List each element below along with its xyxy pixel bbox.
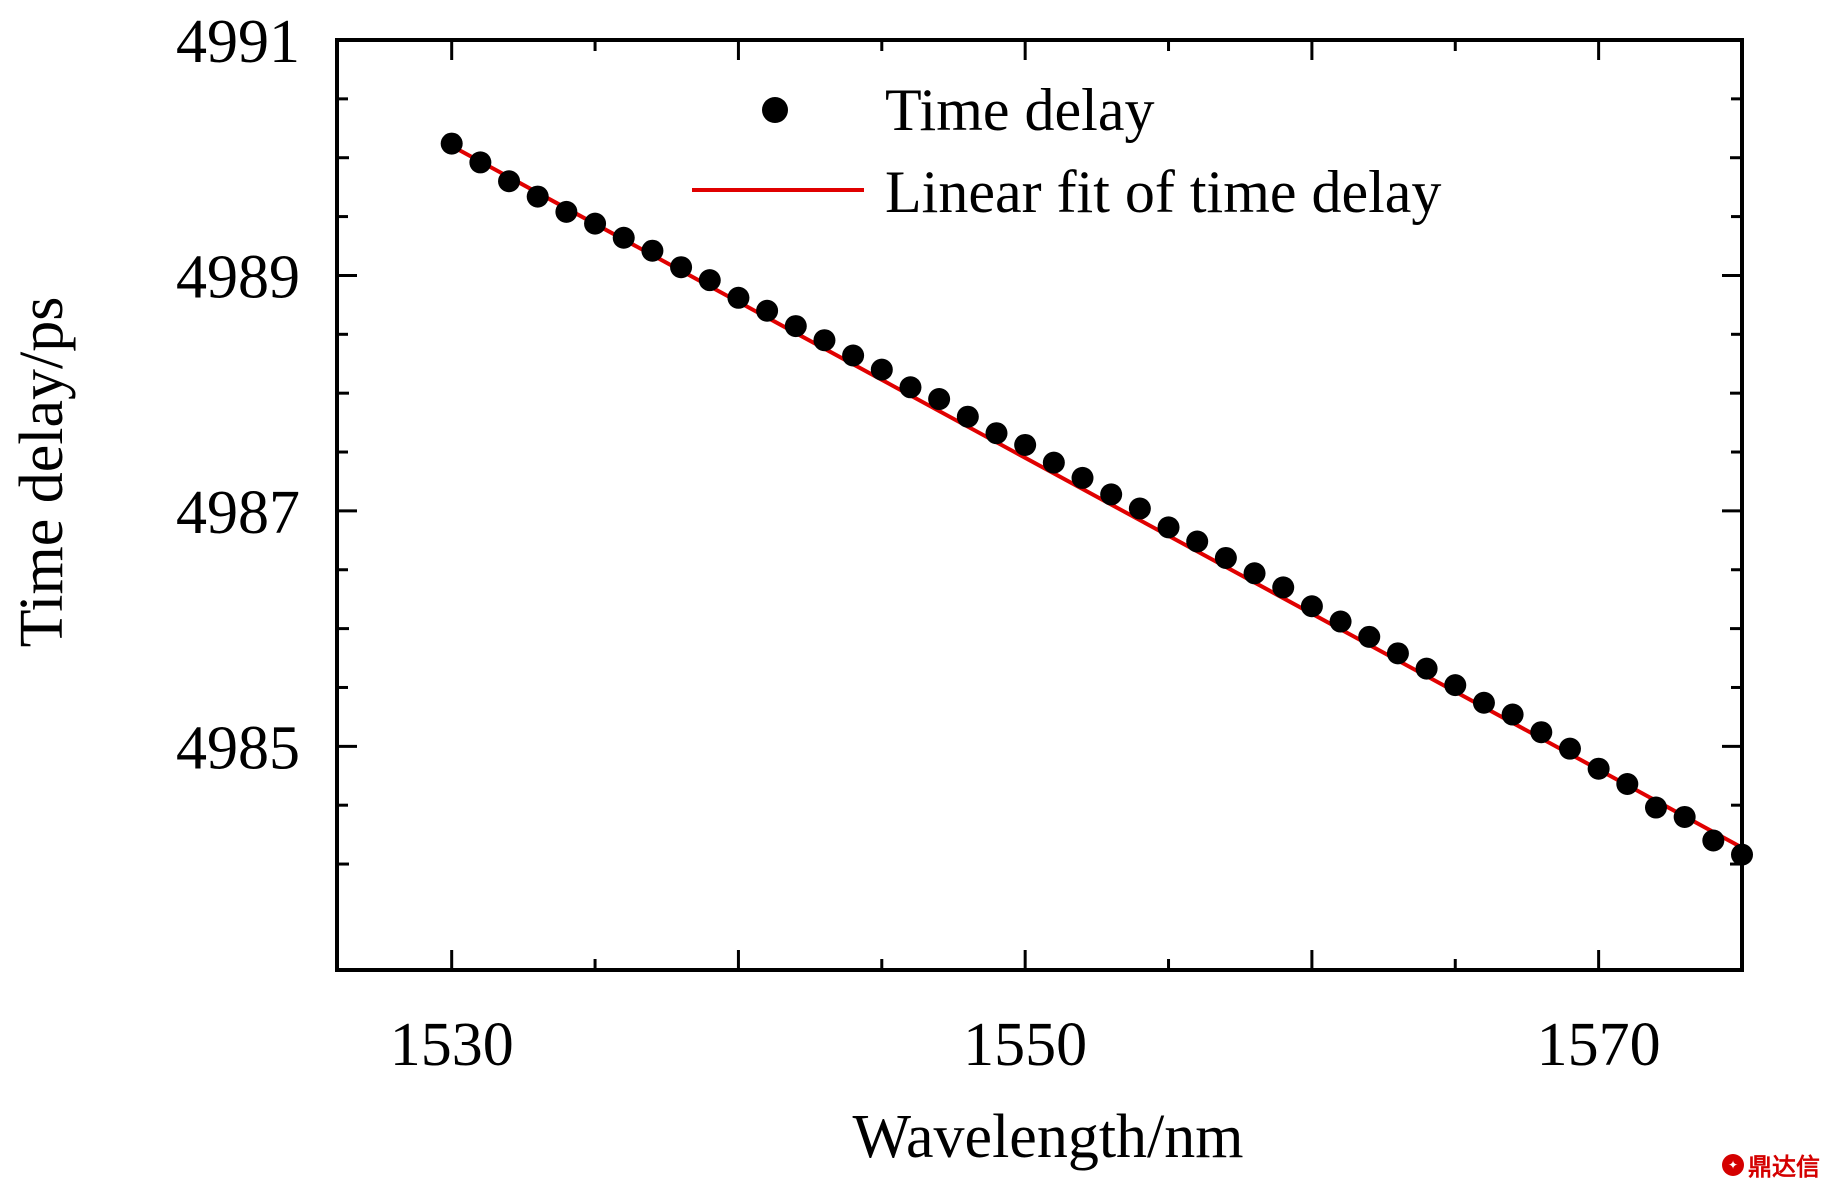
y-tick-label: 4985: [176, 714, 300, 782]
data-point: [584, 212, 607, 235]
data-point: [1358, 625, 1381, 648]
data-point: [1214, 546, 1237, 569]
legend: Time delay Linear fit of time delay: [692, 77, 1441, 225]
data-point: [1329, 610, 1352, 633]
data-point: [1731, 843, 1753, 866]
data-point: [440, 132, 463, 155]
x-tick-label: 1530: [390, 1011, 514, 1079]
data-point: [813, 329, 836, 352]
data-point: [870, 358, 893, 381]
data-point: [1616, 773, 1639, 795]
seal-icon: ✦: [1722, 1153, 1744, 1176]
data-point: [1157, 516, 1180, 539]
data-point: [756, 299, 779, 322]
legend-label-time-delay: Time delay: [885, 77, 1154, 143]
data-point: [1673, 805, 1696, 828]
plot-frame: [335, 38, 1744, 972]
data-point: [899, 376, 922, 399]
data-point: [1243, 562, 1266, 585]
y-tick-label: 4991: [176, 8, 300, 76]
data-point: [1100, 483, 1123, 506]
data-point: [1501, 703, 1524, 726]
data-point: [1300, 595, 1323, 618]
points-layer: [440, 132, 1753, 866]
data-point: [555, 200, 578, 223]
fit-line: [450, 144, 1743, 850]
data-point: [498, 170, 521, 193]
data-point: [1071, 466, 1094, 489]
y-axis-title: Time delay/ps: [8, 297, 76, 648]
data-point: [1558, 737, 1581, 760]
data-point: [526, 185, 549, 208]
x-tick-label: 1550: [963, 1011, 1087, 1079]
data-point: [1587, 757, 1610, 780]
data-point: [1444, 674, 1467, 697]
data-point: [1186, 530, 1209, 553]
data-point: [670, 256, 693, 279]
data-point: [1472, 691, 1495, 714]
data-point: [1042, 451, 1065, 474]
data-point: [956, 405, 979, 428]
data-point: [612, 226, 635, 249]
data-point: [1644, 796, 1667, 819]
y-tick-label: 4989: [176, 243, 300, 311]
data-point: [985, 422, 1008, 445]
data-point: [1386, 642, 1409, 665]
data-point: [1415, 657, 1438, 680]
legend-marker-time-delay: [762, 97, 788, 123]
data-point: [1702, 829, 1725, 852]
data-point: [727, 286, 750, 309]
data-point: [641, 239, 664, 262]
data-point: [842, 344, 865, 367]
data-point: [1128, 497, 1151, 520]
data-point: [469, 151, 492, 174]
data-point: [928, 388, 951, 411]
data-point: [698, 269, 721, 292]
fit-layer: [450, 144, 1743, 850]
y-tick-label: 4987: [176, 479, 300, 547]
data-point: [784, 315, 807, 338]
watermark-text: 鼎达信: [1748, 1153, 1820, 1181]
data-point: [1530, 721, 1553, 744]
x-tick-label: 1570: [1537, 1011, 1661, 1079]
legend-label-linear-fit: Linear fit of time delay: [885, 159, 1441, 225]
data-point: [1272, 576, 1295, 599]
watermark: ✦ 鼎达信: [1722, 1147, 1820, 1182]
axes: 1530 1550 1570 4985 4987 4989 4991: [176, 8, 1744, 1079]
data-point: [1014, 433, 1037, 456]
x-axis-title: Wavelength/nm: [852, 1103, 1243, 1171]
